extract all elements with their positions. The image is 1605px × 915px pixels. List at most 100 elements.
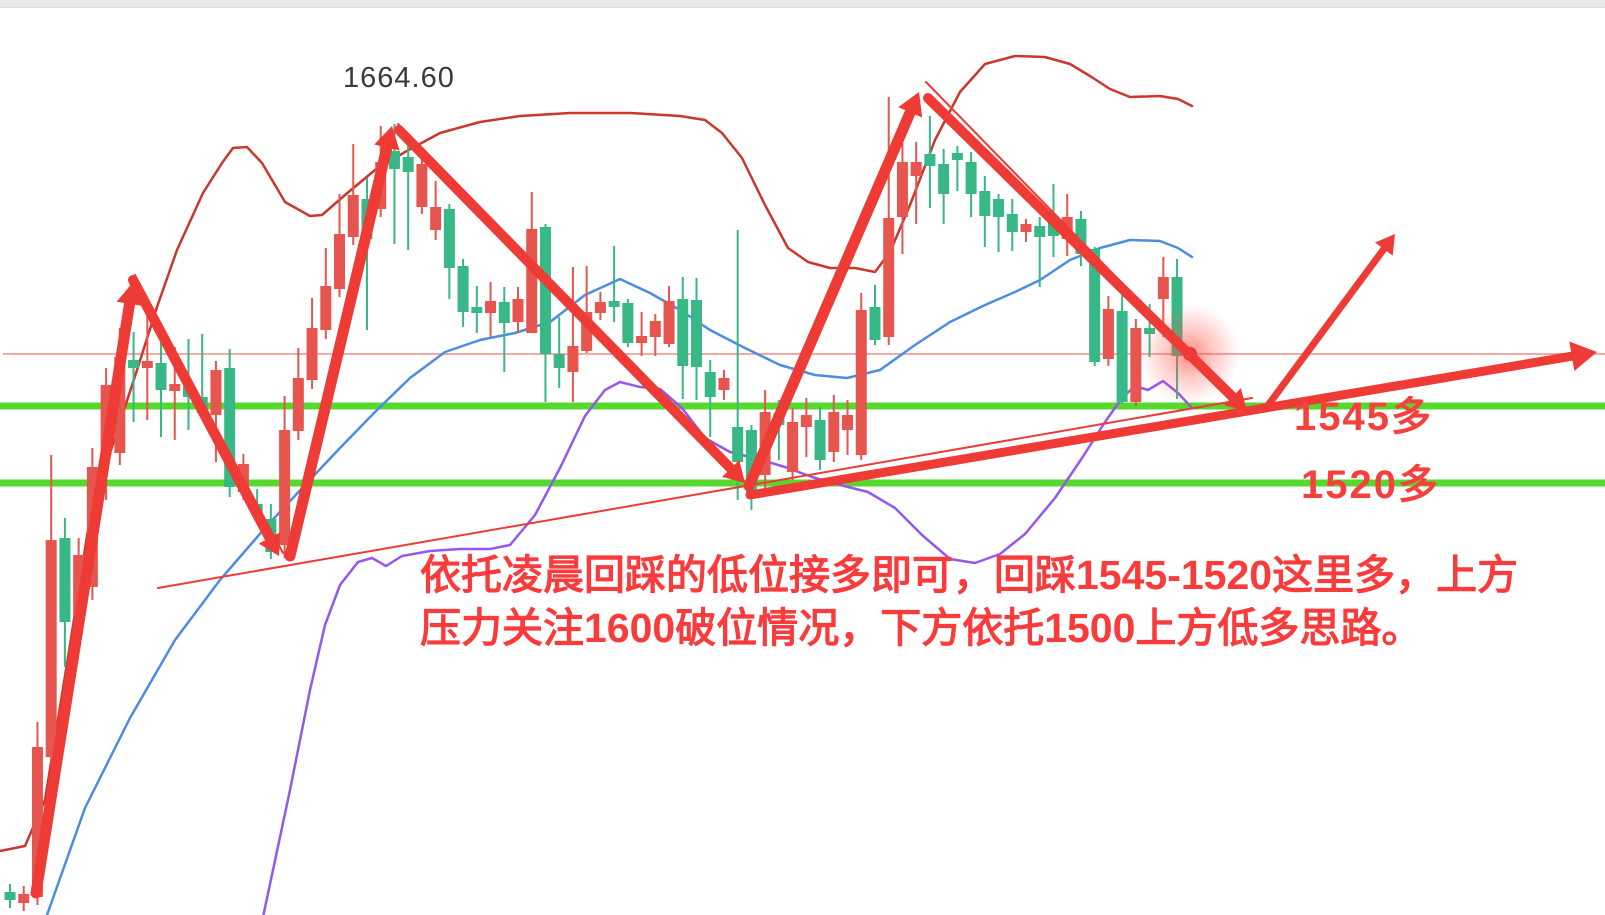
candle-body: [1102, 309, 1114, 359]
candle-body: [45, 540, 57, 757]
candle-body: [787, 422, 799, 472]
candle-body: [622, 303, 634, 343]
candle-body: [155, 363, 167, 390]
candle-body: [993, 199, 1005, 217]
peak-price-label: 1664.60: [343, 62, 455, 94]
candle-body: [1157, 277, 1169, 299]
candle-body: [320, 286, 332, 330]
candle-body: [471, 307, 483, 313]
candle-body: [1116, 311, 1128, 402]
candle-body: [416, 164, 428, 207]
candle-body: [869, 307, 881, 340]
candle-body: [306, 328, 318, 380]
candle-body: [1020, 224, 1032, 232]
candle-body: [114, 357, 126, 453]
annotation-arrow-head: [1375, 234, 1395, 256]
candle-body: [539, 227, 551, 354]
candle-body: [334, 234, 346, 289]
candle-body: [210, 370, 222, 415]
candle-body: [292, 378, 304, 431]
candle-body: [59, 538, 71, 622]
candle-body: [498, 302, 510, 323]
candle-body: [938, 164, 950, 194]
boll-upper-band: [0, 54, 1194, 853]
annotation-arrow-shaft: [743, 104, 917, 492]
annotation-arrow-shaft: [923, 93, 1240, 404]
candle-body: [141, 361, 153, 368]
candle-body: [457, 266, 469, 312]
annotation-arrow-shaft: [284, 139, 394, 562]
candle-body: [1075, 219, 1087, 254]
candle-body: [924, 154, 936, 166]
annotation-arrow-shaft: [745, 351, 1580, 500]
candle-body: [567, 346, 579, 372]
candle-body: [18, 894, 30, 903]
strategy-note-line-2: 压力关注1600破位情况，下方依托1500上方低多思路。: [420, 605, 1423, 651]
candle-body: [800, 415, 812, 427]
candle-body: [31, 747, 43, 897]
candle-body: [1006, 214, 1018, 232]
candle-body: [636, 336, 648, 343]
candle-body: [979, 191, 991, 216]
candle-body: [128, 360, 140, 368]
candle-body: [732, 427, 744, 462]
strategy-note: 依托凌晨回踩的低位接多即可，回踩1545-1520这里多，上方 压力关注1600…: [420, 549, 1518, 655]
annotation-arrow-head: [116, 282, 143, 306]
candle-body: [663, 301, 675, 344]
candle-body: [828, 412, 840, 452]
candle-body: [1047, 222, 1059, 236]
candle-body: [745, 430, 757, 493]
support-label-1520: 1520多: [1301, 463, 1440, 507]
candle-body: [512, 299, 524, 322]
candle-body: [347, 195, 359, 237]
candle-body: [443, 209, 455, 268]
candle-body: [553, 354, 565, 368]
candle-body: [842, 415, 854, 430]
annotation-arrow-shaft: [30, 295, 136, 899]
candles-group: [4, 97, 1183, 911]
candle-body: [965, 162, 977, 194]
candle-body: [691, 300, 702, 367]
annotation-arrow-head: [898, 92, 923, 118]
candle-body: [814, 420, 826, 460]
candle-body: [896, 162, 908, 217]
candle-body: [677, 299, 689, 366]
candle-body: [402, 157, 414, 172]
annotation-arrow-head: [258, 532, 281, 556]
top-bar: [0, 0, 1605, 8]
candle-body: [1089, 249, 1101, 362]
support-label-1545: 1545多: [1294, 395, 1433, 439]
candle-body: [485, 301, 497, 313]
candle-body: [169, 384, 181, 391]
candle-body: [855, 310, 867, 455]
annotation-arrow-shaft: [1262, 243, 1390, 412]
candle-body: [594, 302, 606, 313]
candle-body: [649, 321, 661, 337]
candle-body: [1034, 226, 1046, 237]
candle-body: [704, 372, 716, 397]
candle-body: [718, 378, 730, 390]
annotation-arrow-head: [1224, 388, 1247, 411]
annotation-arrow-shaft: [394, 125, 738, 476]
annotation-arrow-head: [1569, 341, 1597, 372]
candle-body: [910, 162, 922, 176]
candle-body: [224, 368, 236, 487]
trend-line: [157, 397, 1253, 589]
annotation-arrow-shaft: [128, 275, 276, 546]
candle-body: [608, 301, 620, 307]
candle-body: [581, 312, 593, 351]
candle-body: [526, 229, 538, 333]
candle-body: [430, 207, 442, 230]
candle-body: [951, 153, 963, 160]
candle-body: [73, 555, 85, 618]
annotation-arrow-head: [722, 460, 745, 483]
candle-body: [279, 430, 291, 545]
candle-body: [1130, 328, 1142, 402]
candle-body: [388, 151, 400, 169]
annotation-arrow-head: [374, 126, 400, 151]
candle-body: [883, 218, 895, 337]
strategy-note-line-1: 依托凌晨回踩的低位接多即可，回踩1545-1520这里多，上方: [420, 552, 1519, 598]
candle-body: [4, 892, 16, 900]
